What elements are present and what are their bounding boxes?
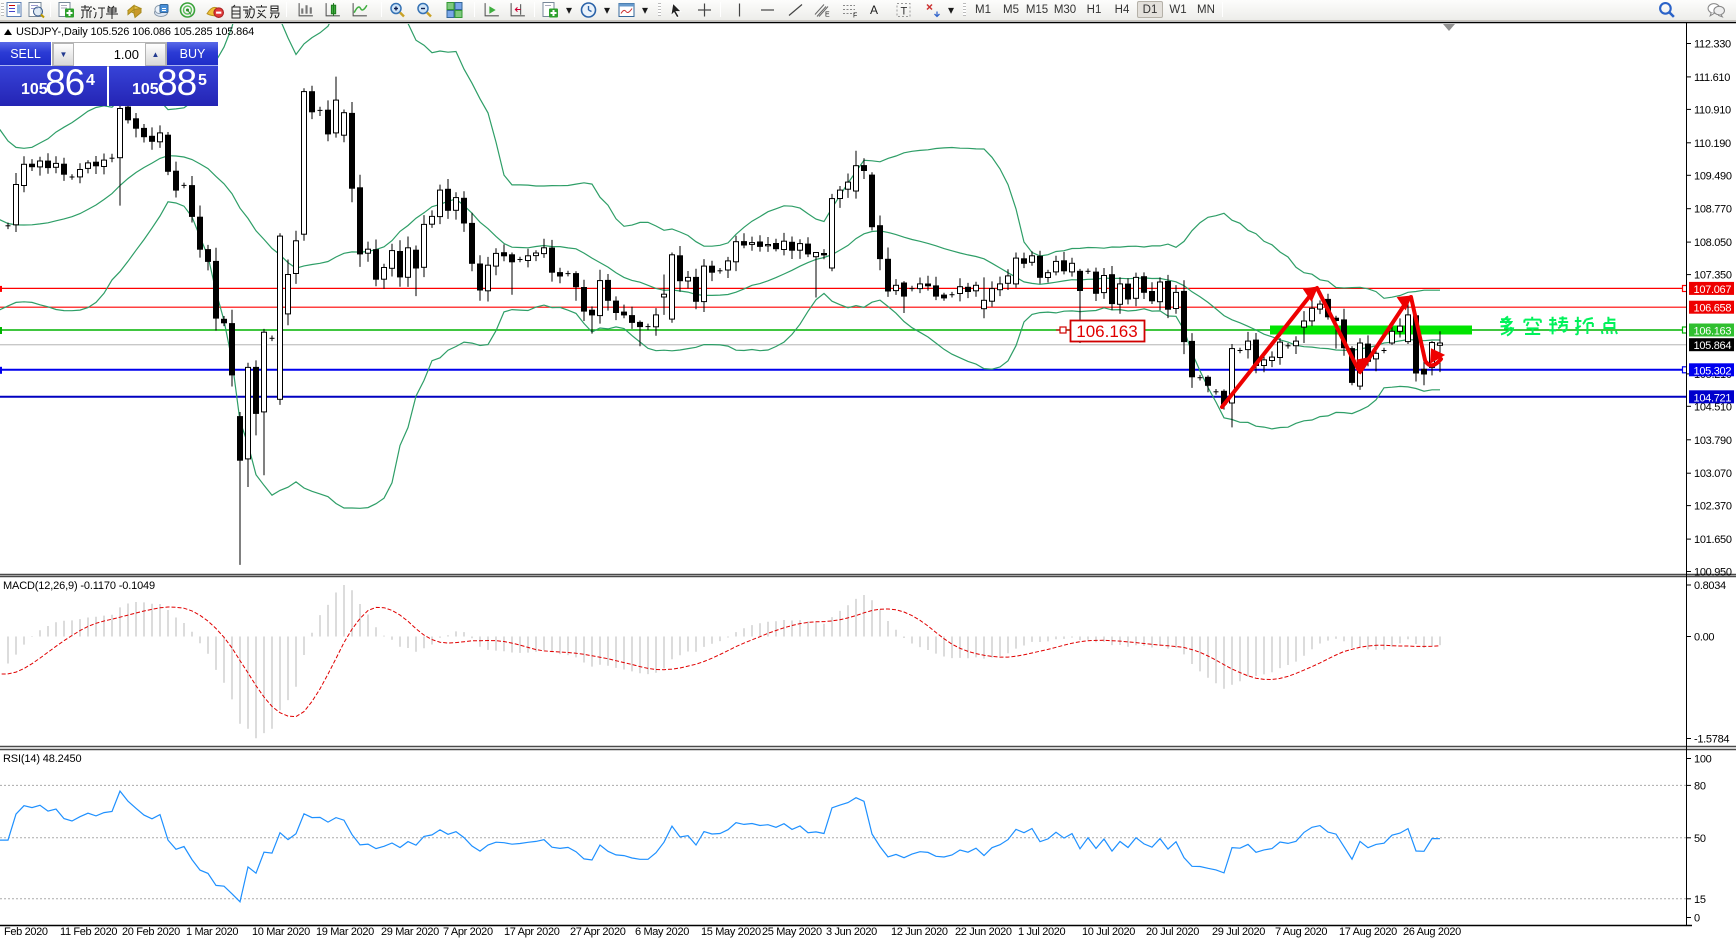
svg-text:26 Aug 2020: 26 Aug 2020	[1403, 926, 1461, 938]
svg-text:10 Mar 2020: 10 Mar 2020	[252, 926, 310, 938]
svg-text:107.067: 107.067	[1694, 284, 1732, 296]
svg-text:80: 80	[1694, 780, 1706, 792]
svg-text:106.163: 106.163	[1076, 322, 1137, 341]
svg-text:7 Aug 2020: 7 Aug 2020	[1275, 926, 1327, 938]
svg-text:112.330: 112.330	[1694, 39, 1731, 51]
svg-text:Feb 2020: Feb 2020	[4, 926, 48, 938]
svg-text:0.00: 0.00	[1694, 632, 1714, 644]
svg-text:USDJPY-,Daily 105.526 106.086: USDJPY-,Daily 105.526 106.086 105.285 10…	[16, 26, 254, 38]
svg-text:1 Mar 2020: 1 Mar 2020	[186, 926, 238, 938]
svg-text:25 May 2020: 25 May 2020	[762, 926, 822, 938]
svg-text:0.8034: 0.8034	[1694, 580, 1726, 592]
svg-text:0: 0	[1694, 913, 1700, 925]
svg-text:105.864: 105.864	[1694, 340, 1732, 352]
svg-text:6 May 2020: 6 May 2020	[635, 926, 689, 938]
svg-text:11 Feb 2020: 11 Feb 2020	[60, 926, 117, 938]
svg-text:103.070: 103.070	[1694, 468, 1732, 480]
svg-text:110.910: 110.910	[1694, 104, 1731, 116]
svg-text:15: 15	[1694, 894, 1706, 906]
svg-text:106.658: 106.658	[1694, 303, 1732, 315]
svg-text:110.190: 110.190	[1694, 138, 1731, 150]
svg-text:3 Jun 2020: 3 Jun 2020	[826, 926, 877, 938]
svg-text:T: T	[901, 6, 908, 18]
svg-text:29 Jul 2020: 29 Jul 2020	[1212, 926, 1265, 938]
svg-text:E: E	[825, 12, 830, 19]
svg-text:109.490: 109.490	[1694, 170, 1732, 182]
svg-text:17 Apr 2020: 17 Apr 2020	[504, 926, 560, 938]
svg-text:50: 50	[1694, 833, 1706, 845]
svg-text:1 Jul 2020: 1 Jul 2020	[1018, 926, 1065, 938]
svg-text:111.610: 111.610	[1694, 72, 1730, 84]
svg-text:100.950: 100.950	[1694, 567, 1732, 579]
svg-text:106.163: 106.163	[1694, 326, 1732, 338]
svg-text:20 Feb 2020: 20 Feb 2020	[122, 926, 180, 938]
svg-text:108.050: 108.050	[1694, 237, 1732, 249]
svg-text:15 May 2020: 15 May 2020	[701, 926, 761, 938]
svg-text:100: 100	[1694, 754, 1712, 766]
svg-text:101.650: 101.650	[1694, 534, 1732, 546]
svg-text:12 Jun 2020: 12 Jun 2020	[891, 926, 948, 938]
svg-text:19 Mar 2020: 19 Mar 2020	[316, 926, 374, 938]
svg-text:MACD(12,26,9) -0.1170 -0.1049: MACD(12,26,9) -0.1170 -0.1049	[3, 580, 155, 592]
svg-text:10 Jul 2020: 10 Jul 2020	[1082, 926, 1135, 938]
svg-text:103.790: 103.790	[1694, 435, 1732, 447]
svg-text:29 Mar 2020: 29 Mar 2020	[381, 926, 439, 938]
svg-text:20 Jul 2020: 20 Jul 2020	[1146, 926, 1199, 938]
svg-text:107.350: 107.350	[1694, 270, 1732, 282]
svg-text:108.770: 108.770	[1694, 204, 1732, 216]
svg-text:104.510: 104.510	[1694, 401, 1732, 413]
svg-text:105.302: 105.302	[1694, 365, 1732, 377]
svg-text:27 Apr 2020: 27 Apr 2020	[570, 926, 626, 938]
svg-text:104.721: 104.721	[1694, 392, 1732, 404]
svg-text:17 Aug 2020: 17 Aug 2020	[1339, 926, 1397, 938]
svg-text:RSI(14) 48.2450: RSI(14) 48.2450	[3, 753, 81, 765]
svg-text:F: F	[853, 13, 857, 20]
svg-text:22 Jun 2020: 22 Jun 2020	[955, 926, 1012, 938]
svg-text:7 Apr 2020: 7 Apr 2020	[443, 926, 493, 938]
svg-text:-1.5784: -1.5784	[1694, 734, 1729, 746]
svg-text:102.370: 102.370	[1694, 501, 1732, 513]
